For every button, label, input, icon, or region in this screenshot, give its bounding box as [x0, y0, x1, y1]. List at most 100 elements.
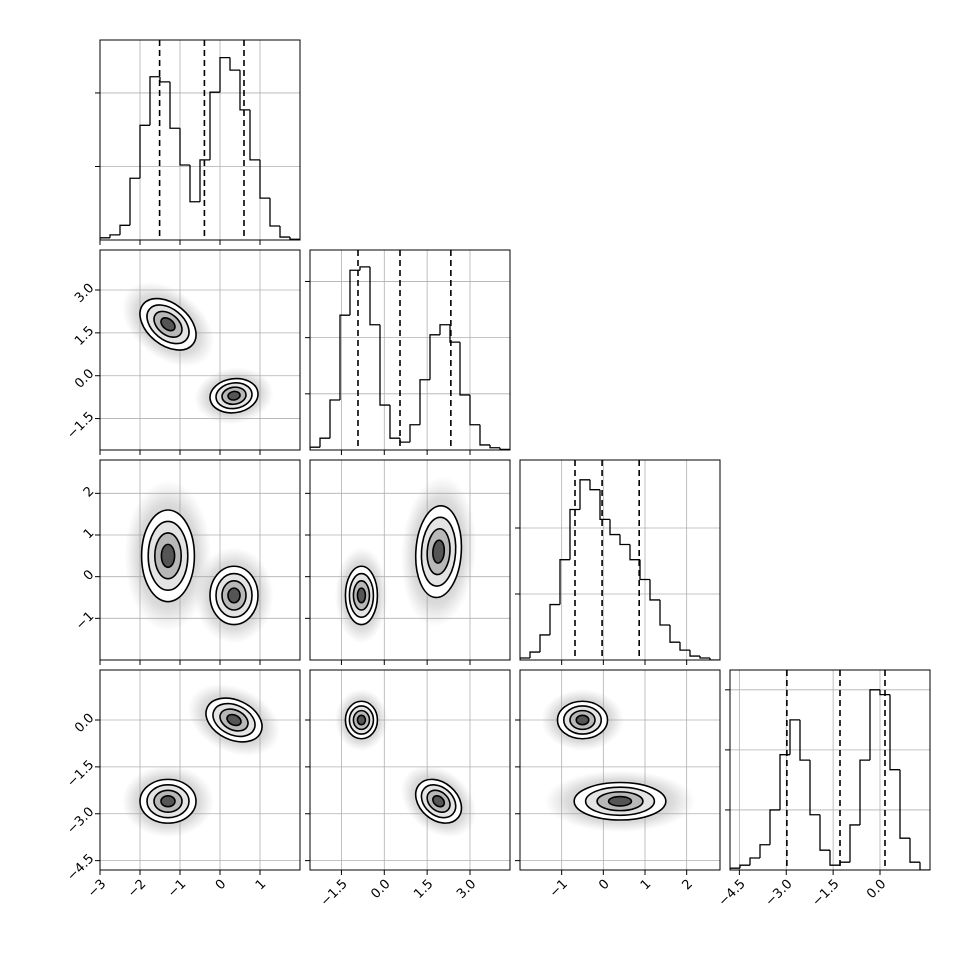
hist-bin — [389, 405, 400, 439]
panel — [310, 250, 510, 450]
hist-bin — [769, 809, 780, 845]
hist-bin — [559, 559, 570, 605]
hist-bin — [919, 862, 930, 870]
y-tick-label: 3.0 — [72, 281, 97, 306]
hist-bin — [129, 177, 140, 226]
x-tick-label: 0.0 — [864, 877, 889, 902]
hist-bin — [109, 234, 120, 238]
hist-bin — [159, 76, 170, 83]
y-tick-label: 0 — [81, 567, 97, 583]
y-tick-label: 2 — [81, 484, 97, 500]
hist-bin — [319, 437, 330, 448]
contour — [226, 713, 242, 727]
panel — [520, 670, 720, 870]
contour — [160, 794, 176, 808]
hist-bin — [599, 489, 610, 521]
panel — [310, 460, 510, 660]
panel — [100, 40, 300, 240]
hist-bin — [679, 642, 690, 651]
y-tick-label: −1.5 — [64, 758, 97, 791]
hist-bin — [219, 56, 230, 93]
hist-bin — [699, 656, 710, 659]
panel-frame — [99, 39, 301, 241]
y-tick-label: 0.0 — [72, 366, 97, 391]
contour — [607, 795, 633, 807]
hist-bin — [229, 57, 240, 71]
y-tick-label: 0.0 — [72, 711, 97, 736]
contour — [227, 587, 241, 604]
y-tick-label: −1.5 — [64, 409, 97, 442]
hist-bin — [889, 694, 900, 771]
hist-bin — [409, 424, 420, 443]
hist-bin — [659, 599, 670, 626]
panel-frame — [99, 459, 301, 661]
hist-bin — [310, 446, 320, 450]
hist-bin — [419, 379, 430, 425]
x-tick-label: 1.5 — [411, 877, 436, 902]
hist-bin — [829, 850, 840, 866]
x-tick-label: −3.0 — [763, 877, 796, 910]
hist-bin — [539, 634, 550, 653]
hist-bin — [529, 651, 540, 659]
hist-bin — [819, 814, 830, 851]
hist-bin — [669, 625, 680, 643]
hist-bin — [579, 479, 590, 510]
hist-bin — [369, 266, 380, 326]
hist-bin — [459, 342, 470, 396]
x-tick-label: 2 — [680, 877, 696, 893]
panel — [520, 460, 720, 660]
x-tick-label: −1.5 — [318, 877, 351, 910]
contour — [160, 543, 176, 569]
contour — [356, 587, 367, 604]
hist-bin — [730, 867, 740, 870]
contour — [227, 390, 241, 401]
hist-bin — [709, 658, 720, 660]
panel-frame — [729, 669, 931, 871]
hist-bin — [379, 324, 390, 406]
contour — [356, 714, 367, 726]
hist-bin — [849, 824, 860, 863]
contour — [160, 317, 176, 332]
hist-bin — [139, 124, 150, 179]
hist-bin — [189, 165, 200, 203]
hist-bin — [289, 237, 300, 240]
hist-bin — [449, 324, 460, 343]
hist-bin — [359, 266, 370, 271]
hist-bin — [909, 838, 920, 863]
x-tick-label: −2 — [125, 877, 149, 901]
hist-bin — [569, 508, 580, 560]
panel-frame — [309, 669, 511, 871]
hist-bin — [149, 76, 160, 126]
panel — [100, 250, 300, 450]
hist-bin — [789, 719, 800, 755]
hist-bin — [329, 399, 340, 439]
panel-frame — [99, 249, 301, 451]
y-tick-label: −3.0 — [64, 804, 97, 837]
hist-bin — [629, 544, 640, 561]
hist-bin — [439, 324, 450, 335]
hist-bin — [259, 159, 270, 199]
hist-bin — [879, 689, 890, 696]
hist-bin — [869, 689, 880, 761]
panel-frame — [309, 249, 511, 451]
hist-bin — [239, 70, 250, 111]
hist-bin — [609, 519, 620, 536]
y-tick-label: 1.5 — [72, 324, 97, 349]
x-tick-label: 0 — [213, 877, 229, 893]
hist-bin — [759, 844, 770, 858]
x-tick-label: −1 — [547, 877, 571, 901]
hist-bin — [779, 754, 790, 810]
hist-bin — [489, 444, 500, 449]
panel-frame — [99, 669, 301, 871]
hist-bin — [749, 857, 760, 866]
x-tick-label: 3.0 — [454, 877, 479, 902]
hist-bin — [499, 447, 510, 450]
hist-bin — [649, 579, 660, 601]
x-tick-label: −1 — [165, 877, 189, 901]
hist-bin — [339, 314, 350, 400]
hist-bin — [169, 81, 180, 129]
contour — [575, 714, 590, 726]
hist-bin — [479, 424, 490, 446]
hist-bin — [739, 864, 750, 869]
